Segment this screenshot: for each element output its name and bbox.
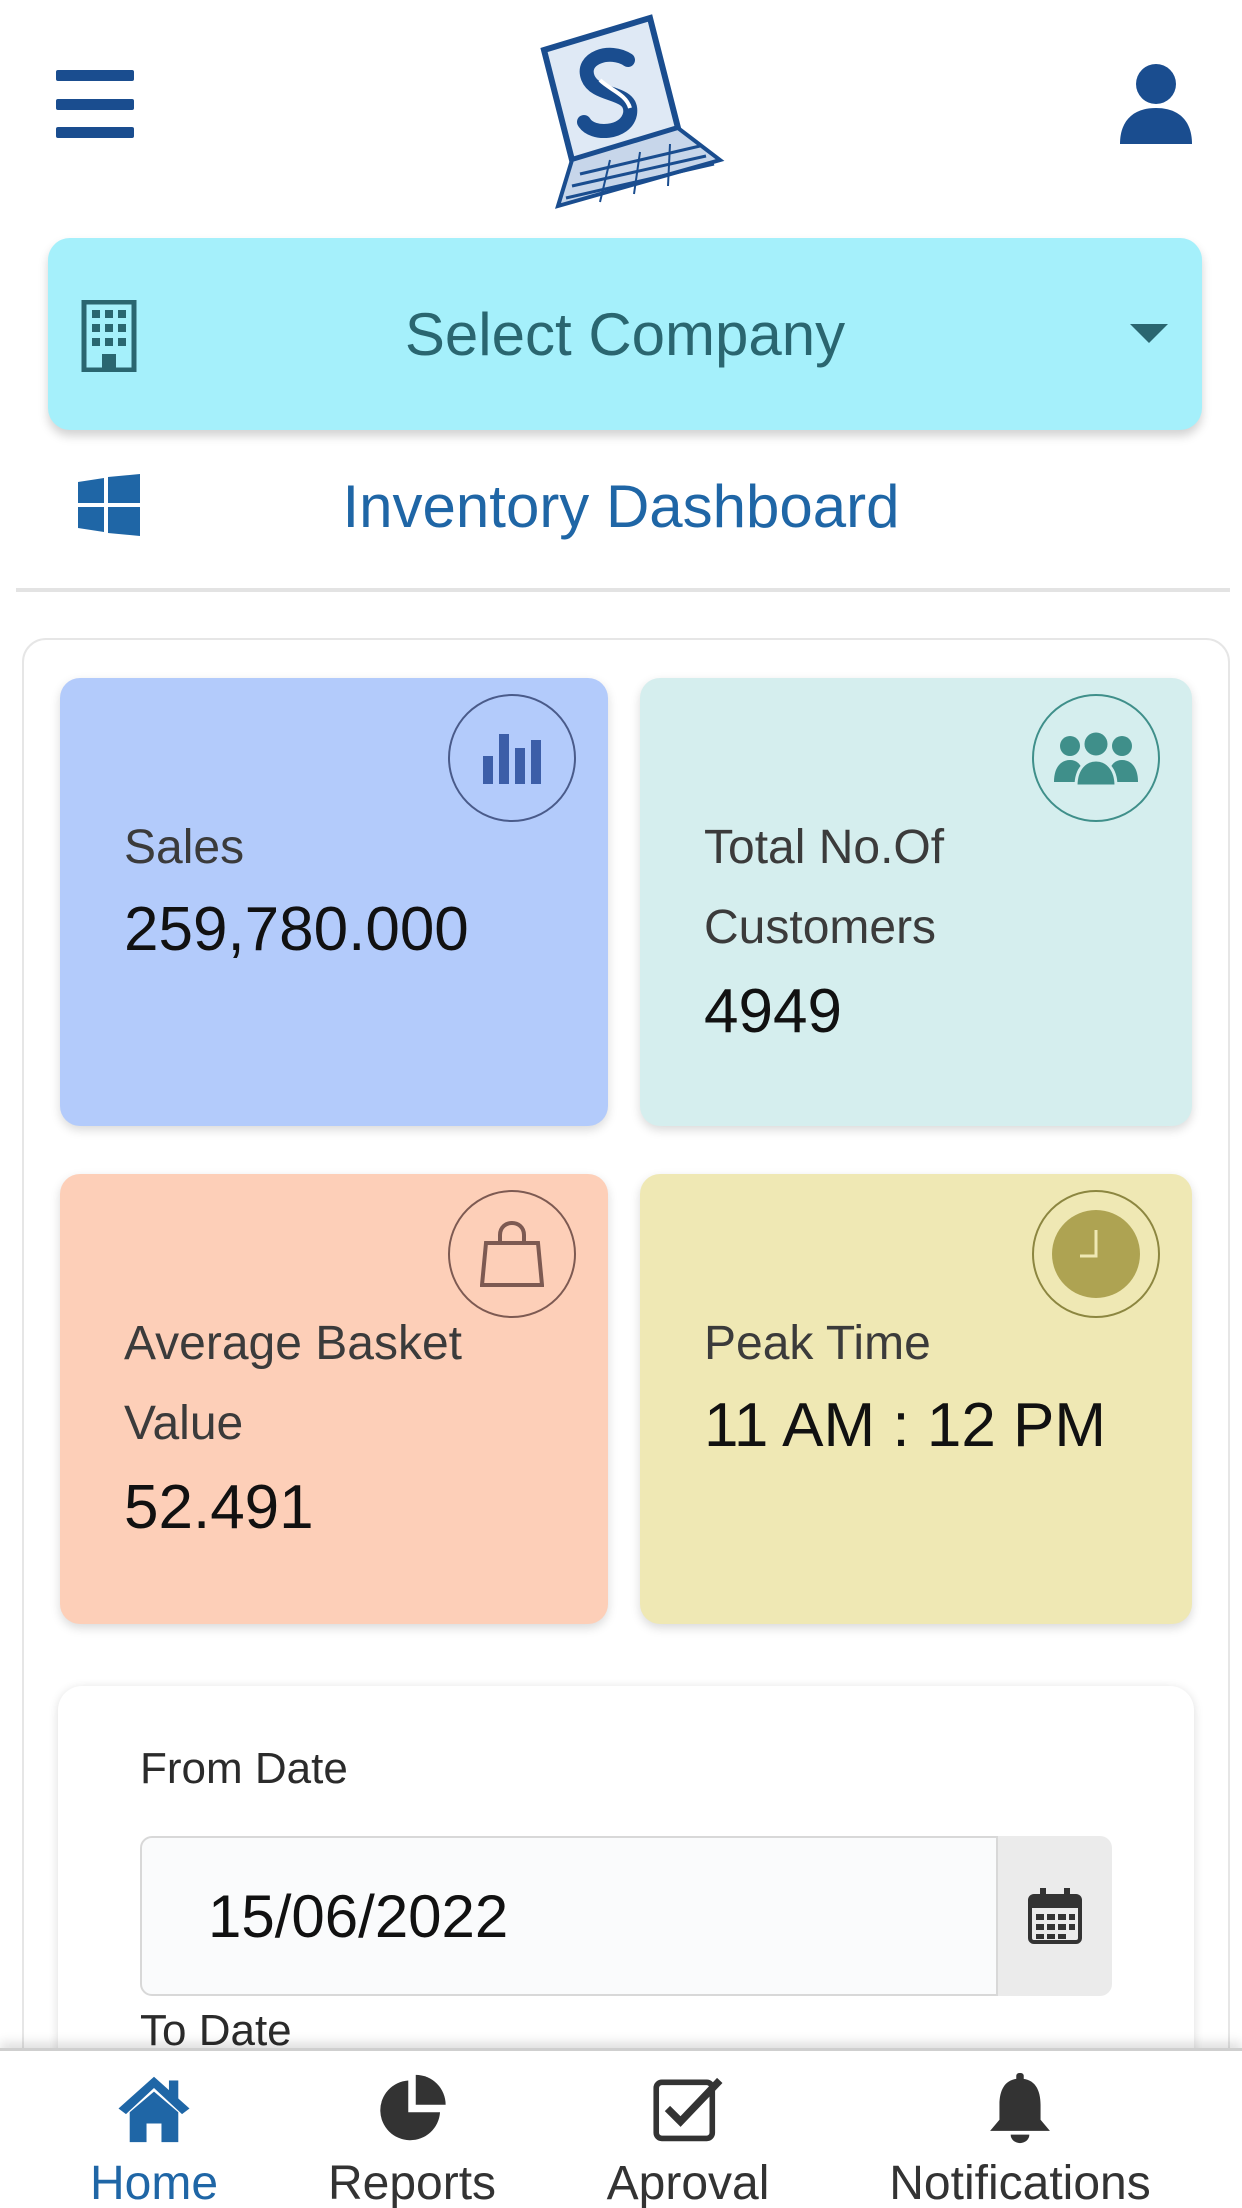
sales-value: 259,780.000 (124, 895, 469, 964)
home-icon (118, 2076, 190, 2143)
peak-time-value: 11 AM : 12 PM (704, 1391, 1107, 1460)
customers-card[interactable]: Total No.Of Customers 4949 (640, 678, 1192, 1126)
hamburger-icon[interactable] (56, 70, 134, 138)
dashboard-header: Inventory Dashboard (0, 460, 1242, 580)
basket-value: 52.491 (124, 1473, 314, 1542)
peak-time-label: Peak Time (704, 1317, 931, 1370)
shopping-bag-icon (448, 1190, 576, 1318)
company-select[interactable]: Select Company (48, 238, 1202, 430)
nav-reports-label: Reports (327, 2157, 497, 2208)
bar-chart-icon (448, 694, 576, 822)
to-date-label: To Date (140, 2006, 292, 2055)
basket-card[interactable]: Average Basket Value 52.491 (60, 1174, 608, 1624)
user-icon[interactable] (1118, 62, 1194, 146)
check-square-icon (653, 2077, 723, 2142)
company-logo (540, 14, 725, 209)
caret-down-icon (1130, 324, 1168, 343)
nav-home-label: Home (89, 2157, 219, 2208)
users-icon (1032, 694, 1160, 822)
nav-notifications[interactable]: Notifications (870, 2051, 1170, 2208)
app-header (0, 0, 1242, 230)
customers-value: 4949 (704, 977, 842, 1046)
nav-reports[interactable]: Reports (312, 2051, 512, 2208)
from-date-label: From Date (140, 1744, 348, 1793)
calendar-icon (1028, 1888, 1082, 1944)
company-select-label: Select Company (404, 300, 846, 368)
calendar-button[interactable] (998, 1836, 1112, 1996)
building-icon (81, 300, 137, 372)
from-date-input[interactable] (140, 1836, 998, 1996)
nav-approval[interactable]: Aproval (588, 2051, 788, 2208)
sales-card[interactable]: Sales 259,780.000 (60, 678, 608, 1126)
divider (16, 588, 1230, 592)
basket-label: Average Basket Value (124, 1317, 462, 1450)
bell-icon (990, 2073, 1050, 2144)
nav-home[interactable]: Home (54, 2051, 254, 2208)
peak-time-card[interactable]: Peak Time 11 AM : 12 PM (640, 1174, 1192, 1624)
clock-icon (1032, 1190, 1160, 1318)
nav-notifications-label: Notifications (889, 2157, 1151, 2208)
pie-chart-icon (380, 2074, 446, 2141)
sales-label: Sales (124, 821, 245, 874)
bottom-navigation: Home Reports Aproval Notifications (0, 2048, 1242, 2208)
page-title: Inventory Dashboard (342, 473, 900, 540)
windows-icon (78, 474, 140, 536)
nav-approval-label: Aproval (606, 2157, 770, 2208)
customers-label: Total No.Of Customers (704, 821, 945, 954)
